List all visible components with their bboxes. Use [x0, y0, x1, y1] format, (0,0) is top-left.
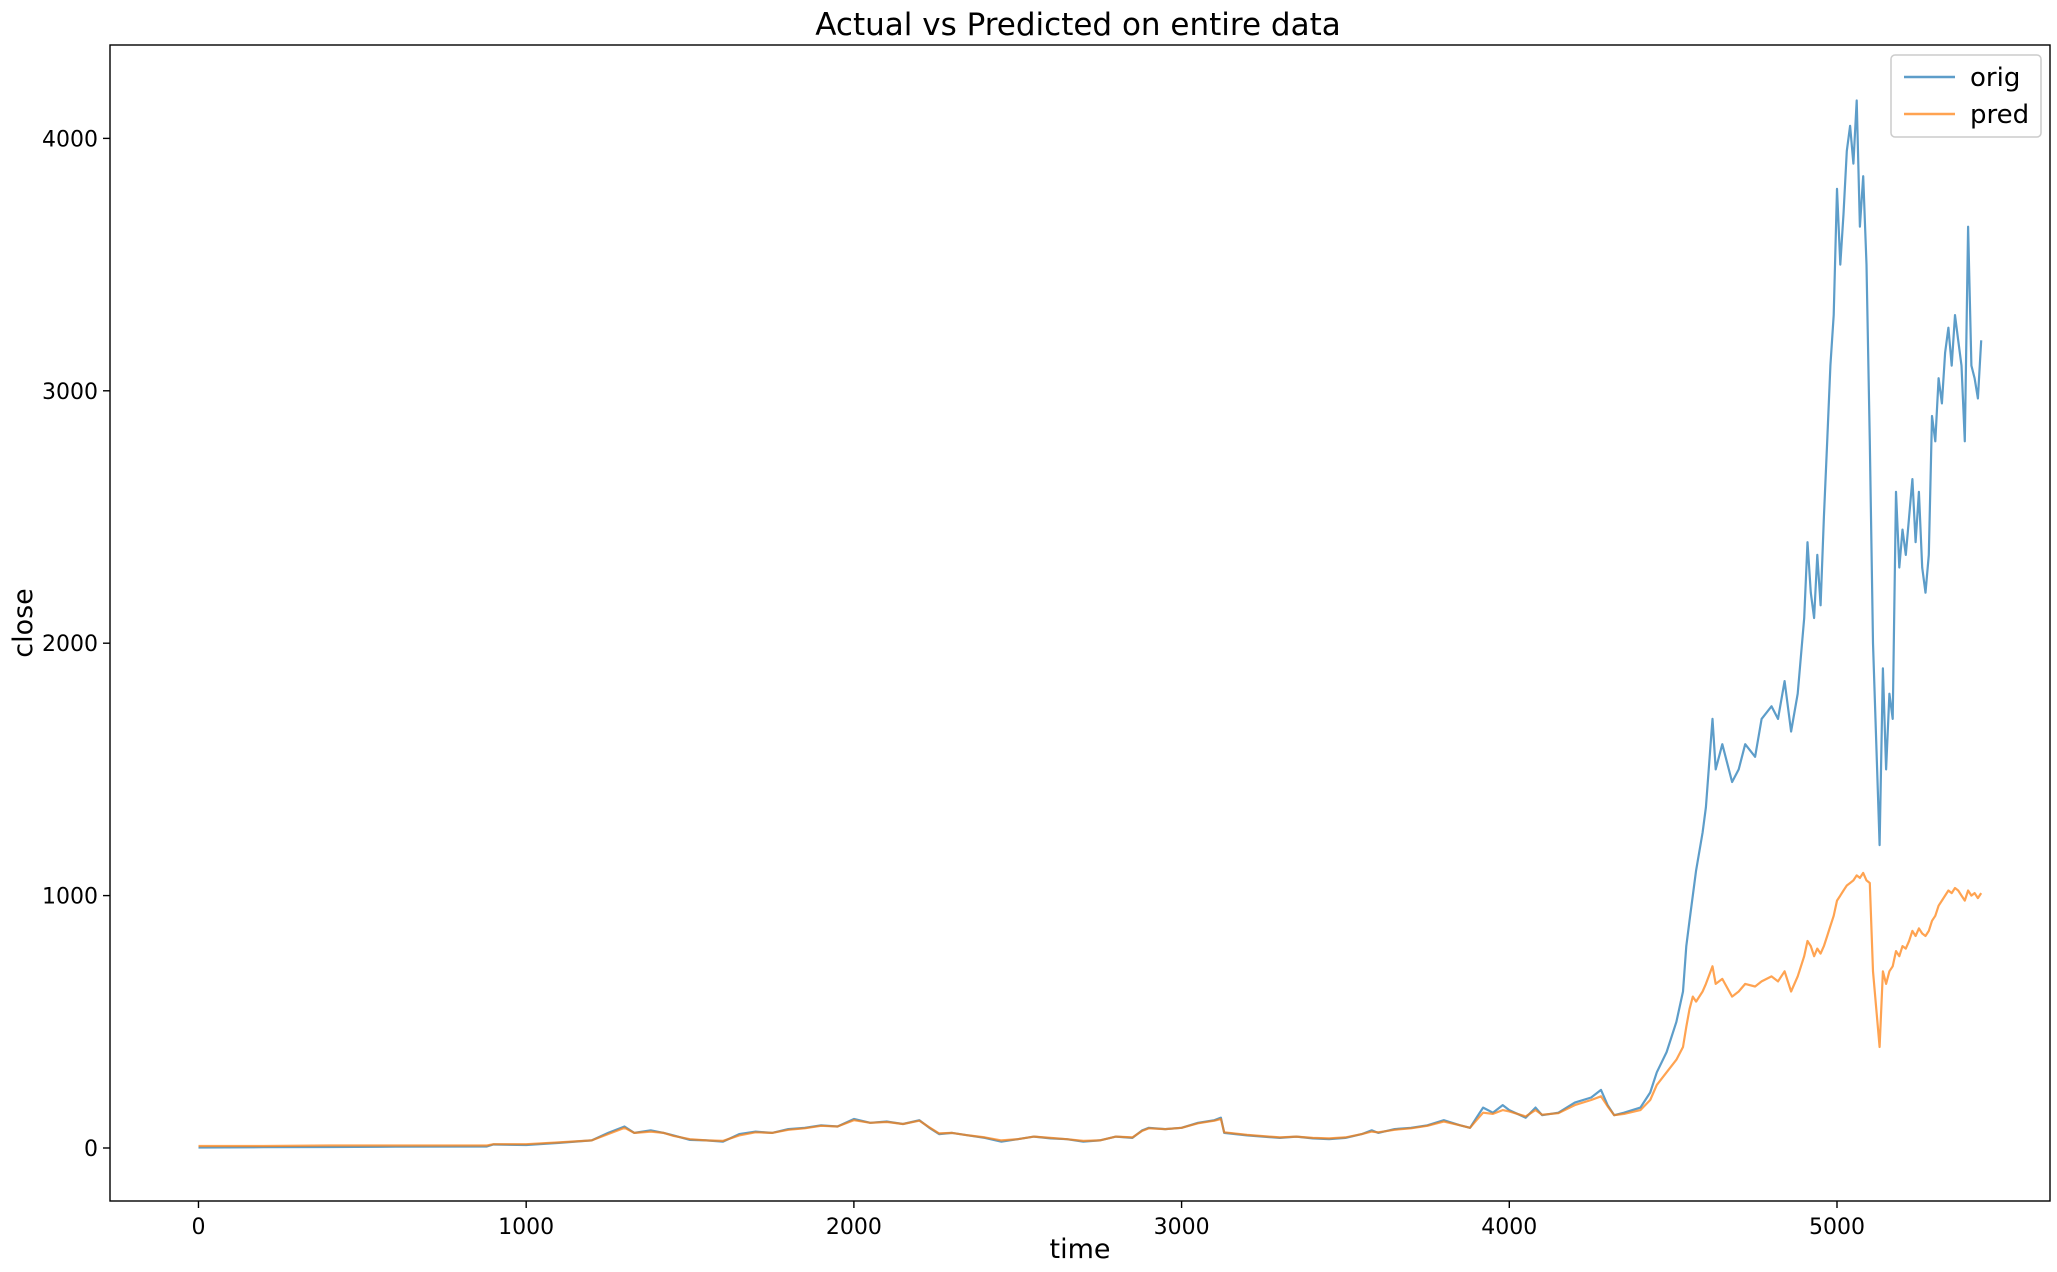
x-tick-label: 3000 — [1154, 1215, 1210, 1240]
x-tick-label: 1000 — [498, 1215, 554, 1240]
y-axis-ticks: 0 1000 2000 3000 4000 — [42, 127, 110, 1162]
series-layer — [198, 99, 1983, 1149]
y-tick-label: 4000 — [42, 127, 98, 152]
chart-title: Actual vs Predicted on entire data — [815, 7, 1340, 43]
x-tick-label: 2000 — [826, 1215, 882, 1240]
legend: orig pred — [1890, 54, 2042, 138]
y-tick-label: 2000 — [42, 632, 98, 657]
x-tick-label: 4000 — [1481, 1215, 1537, 1240]
x-tick-label: 5000 — [1809, 1215, 1865, 1240]
legend-box — [1890, 54, 2042, 138]
y-tick-label: 0 — [84, 1137, 98, 1162]
legend-label-pred: pred — [1970, 100, 2029, 130]
x-axis-label: time — [1049, 1234, 1110, 1265]
series-line-pred — [198, 871, 1983, 1148]
x-axis-ticks: 0 1000 2000 3000 4000 5000 — [191, 1201, 1865, 1240]
y-axis-label: close — [8, 588, 39, 658]
y-tick-label: 3000 — [42, 380, 98, 405]
x-tick-label: 0 — [191, 1215, 205, 1240]
legend-label-orig: orig — [1970, 63, 2020, 93]
plot-area — [198, 99, 1983, 1149]
y-tick-label: 1000 — [42, 885, 98, 910]
plot-frame — [109, 44, 2051, 1202]
